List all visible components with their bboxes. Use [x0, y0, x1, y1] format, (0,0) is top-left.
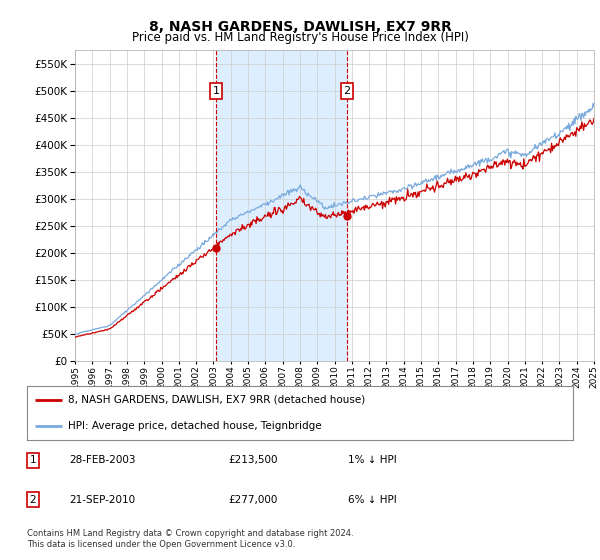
Text: 2: 2	[343, 86, 350, 96]
Text: 21-SEP-2010: 21-SEP-2010	[69, 494, 135, 505]
Text: Contains HM Land Registry data © Crown copyright and database right 2024.
This d: Contains HM Land Registry data © Crown c…	[27, 529, 353, 549]
Text: HPI: Average price, detached house, Teignbridge: HPI: Average price, detached house, Teig…	[68, 421, 322, 431]
Text: Price paid vs. HM Land Registry's House Price Index (HPI): Price paid vs. HM Land Registry's House …	[131, 31, 469, 44]
Text: £277,000: £277,000	[228, 494, 277, 505]
Text: 8, NASH GARDENS, DAWLISH, EX7 9RR (detached house): 8, NASH GARDENS, DAWLISH, EX7 9RR (detac…	[68, 395, 365, 405]
Text: 1% ↓ HPI: 1% ↓ HPI	[348, 455, 397, 465]
Text: 28-FEB-2003: 28-FEB-2003	[69, 455, 136, 465]
Text: 2: 2	[29, 494, 37, 505]
Text: 8, NASH GARDENS, DAWLISH, EX7 9RR: 8, NASH GARDENS, DAWLISH, EX7 9RR	[149, 20, 451, 34]
Text: 1: 1	[212, 86, 220, 96]
Text: £213,500: £213,500	[228, 455, 277, 465]
Bar	[216, 50, 347, 361]
Text: 1: 1	[29, 455, 37, 465]
Text: 6% ↓ HPI: 6% ↓ HPI	[348, 494, 397, 505]
